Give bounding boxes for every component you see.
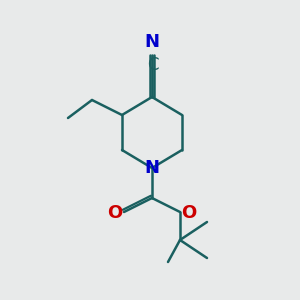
Text: N: N [145, 33, 160, 51]
Text: C: C [147, 56, 159, 74]
Text: O: O [107, 204, 123, 222]
Text: O: O [182, 204, 196, 222]
Text: N: N [145, 159, 160, 177]
